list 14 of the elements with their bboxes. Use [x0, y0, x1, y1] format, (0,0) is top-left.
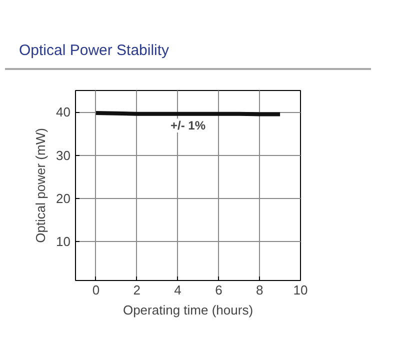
y-tick-label: 30 [56, 148, 71, 163]
y-tick-label: 20 [56, 190, 71, 206]
y-tick-label: 40 [56, 104, 71, 120]
x-tick-label: 0 [92, 282, 100, 298]
annotation: +/- 1% [170, 118, 206, 132]
chart-title: Optical Power Stability [19, 41, 170, 61]
x-tick-label: 10 [293, 282, 308, 298]
x-tick-label: 8 [256, 282, 264, 298]
x-tick-label: 2 [133, 282, 140, 298]
y-axis-title: Optical power (mW) [33, 128, 48, 243]
x-axis-title: Operating time (hours) [122, 302, 254, 318]
y-tick-label: 10 [56, 234, 71, 250]
x-tick-label: 6 [215, 282, 222, 298]
x-tick-label: 4 [174, 282, 182, 298]
